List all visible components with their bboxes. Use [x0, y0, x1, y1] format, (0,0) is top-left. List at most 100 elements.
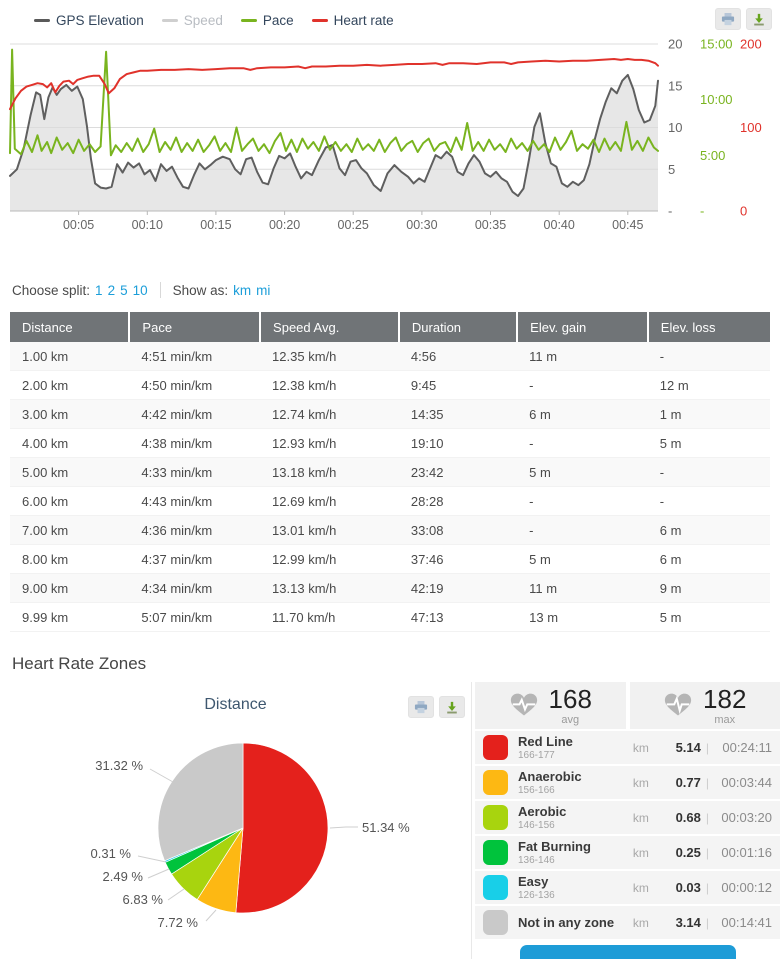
- cell-speed: 12.69 km/h: [260, 487, 399, 516]
- cell-duration: 23:42: [399, 458, 517, 487]
- zone-row-aerobic: Aerobic 146-156 km 0.68 | 00:03:20: [475, 801, 780, 834]
- zone-distance-value: 0.77: [663, 775, 701, 790]
- zone-name: Easy: [518, 874, 633, 890]
- zone-time-value: 00:24:11: [714, 740, 772, 755]
- cell-pace: 4:43 min/km: [129, 487, 260, 516]
- download-icon: [445, 701, 459, 714]
- download-chart-button[interactable]: [746, 8, 772, 30]
- cell-elev-gain: 5 m: [517, 545, 648, 574]
- svg-text:00:40: 00:40: [544, 218, 575, 232]
- svg-text:00:20: 00:20: [269, 218, 300, 232]
- print-icon: [414, 701, 428, 714]
- cell-speed: 11.70 km/h: [260, 603, 399, 632]
- legend-label: Heart rate: [334, 13, 394, 28]
- legend-item-heart-rate[interactable]: Heart rate: [312, 13, 394, 28]
- svg-text:00:35: 00:35: [475, 218, 506, 232]
- zone-name: Red Line: [518, 734, 633, 750]
- heart-rate-zones-heading: Heart Rate Zones: [12, 654, 780, 674]
- zone-name: Fat Burning: [518, 839, 633, 855]
- svg-text:00:25: 00:25: [338, 218, 369, 232]
- cell-speed: 13.18 km/h: [260, 458, 399, 487]
- split-option-2[interactable]: 2: [108, 283, 116, 298]
- svg-text:5: 5: [668, 162, 675, 177]
- cell-elev-gain: 13 m: [517, 603, 648, 632]
- heart-rate-series-dash-icon: [312, 19, 328, 22]
- speed-series-dash-icon: [162, 19, 178, 22]
- download-pie-button[interactable]: [439, 696, 465, 718]
- cell-elev-loss: -: [648, 487, 770, 516]
- distance-pie-chart[interactable]: 51.34 %7.72 %6.83 %2.49 %0.31 %31.32 %: [0, 718, 470, 938]
- avg-heart-rate-stat: 168 avg: [475, 682, 626, 729]
- cell-speed: 12.99 km/h: [260, 545, 399, 574]
- svg-text:100: 100: [740, 120, 762, 135]
- legend-item-speed[interactable]: Speed: [162, 13, 223, 28]
- zone-distance-value: 0.03: [663, 880, 701, 895]
- print-chart-button[interactable]: [715, 8, 741, 30]
- choose-split-label: Choose split:: [12, 283, 90, 298]
- zone-info: Anaerobic 156-166: [518, 769, 633, 796]
- print-pie-button[interactable]: [408, 696, 434, 718]
- zone-unit: km: [633, 776, 663, 790]
- cell-duration: 33:08: [399, 516, 517, 545]
- split-option-5[interactable]: 5: [120, 283, 128, 298]
- cell-duration: 42:19: [399, 574, 517, 603]
- zone-color-swatch: [483, 805, 508, 830]
- unit-option-km[interactable]: km: [233, 283, 251, 298]
- legend-label: Speed: [184, 13, 223, 28]
- legend-item-pace[interactable]: Pace: [241, 13, 294, 28]
- unit-option-mi[interactable]: mi: [256, 283, 270, 298]
- svg-text:00:05: 00:05: [63, 218, 94, 232]
- zone-separator: |: [706, 776, 709, 790]
- chart-legend: GPS Elevation Speed Pace Heart rate: [34, 10, 780, 30]
- zone-color-swatch: [483, 875, 508, 900]
- cell-distance: 2.00 km: [10, 371, 129, 400]
- legend-label: Pace: [263, 13, 294, 28]
- avg-heart-rate-value: 168: [549, 686, 592, 712]
- cell-elev-loss: 6 m: [648, 516, 770, 545]
- svg-text:200: 200: [740, 37, 762, 52]
- cell-distance: 6.00 km: [10, 487, 129, 516]
- column-header-duration: Duration: [399, 312, 517, 342]
- split-option-10[interactable]: 10: [133, 283, 148, 298]
- zone-info: Aerobic 146-156: [518, 804, 633, 831]
- pie-export-buttons: [408, 696, 465, 718]
- zone-separator: |: [706, 811, 709, 825]
- cell-elev-loss: 5 m: [648, 603, 770, 632]
- cell-pace: 5:07 min/km: [129, 603, 260, 632]
- zone-range: 146-156: [518, 820, 633, 831]
- zone-time-value: 00:01:16: [714, 845, 772, 860]
- column-header-pace: Pace: [129, 312, 260, 342]
- legend-item-gps-elevation[interactable]: GPS Elevation: [34, 13, 144, 28]
- max-heart-rate-stat: 182 max: [630, 682, 780, 729]
- cell-elev-loss: 12 m: [648, 371, 770, 400]
- pie-chart-title: Distance: [0, 682, 471, 718]
- cell-speed: 12.74 km/h: [260, 400, 399, 429]
- zone-row-not-in-any-zone: Not in any zone km 3.14 | 00:14:41: [475, 906, 780, 939]
- controls-divider: [160, 282, 161, 298]
- svg-text:10: 10: [668, 120, 682, 135]
- cell-duration: 14:35: [399, 400, 517, 429]
- cell-duration: 9:45: [399, 371, 517, 400]
- zone-name: Not in any zone: [518, 915, 633, 931]
- svg-text:-: -: [668, 204, 672, 219]
- hr-stats-row: 168 avg 182 max: [475, 682, 780, 729]
- svg-text:5:00: 5:00: [700, 148, 725, 163]
- cell-pace: 4:33 min/km: [129, 458, 260, 487]
- cell-elev-gain: 5 m: [517, 458, 648, 487]
- max-heart-rate-value: 182: [703, 686, 746, 712]
- cell-speed: 13.13 km/h: [260, 574, 399, 603]
- cell-distance: 1.00 km: [10, 342, 129, 371]
- action-button-partial[interactable]: [520, 945, 736, 959]
- cell-duration: 28:28: [399, 487, 517, 516]
- cell-distance: 9.00 km: [10, 574, 129, 603]
- split-option-1[interactable]: 1: [95, 283, 103, 298]
